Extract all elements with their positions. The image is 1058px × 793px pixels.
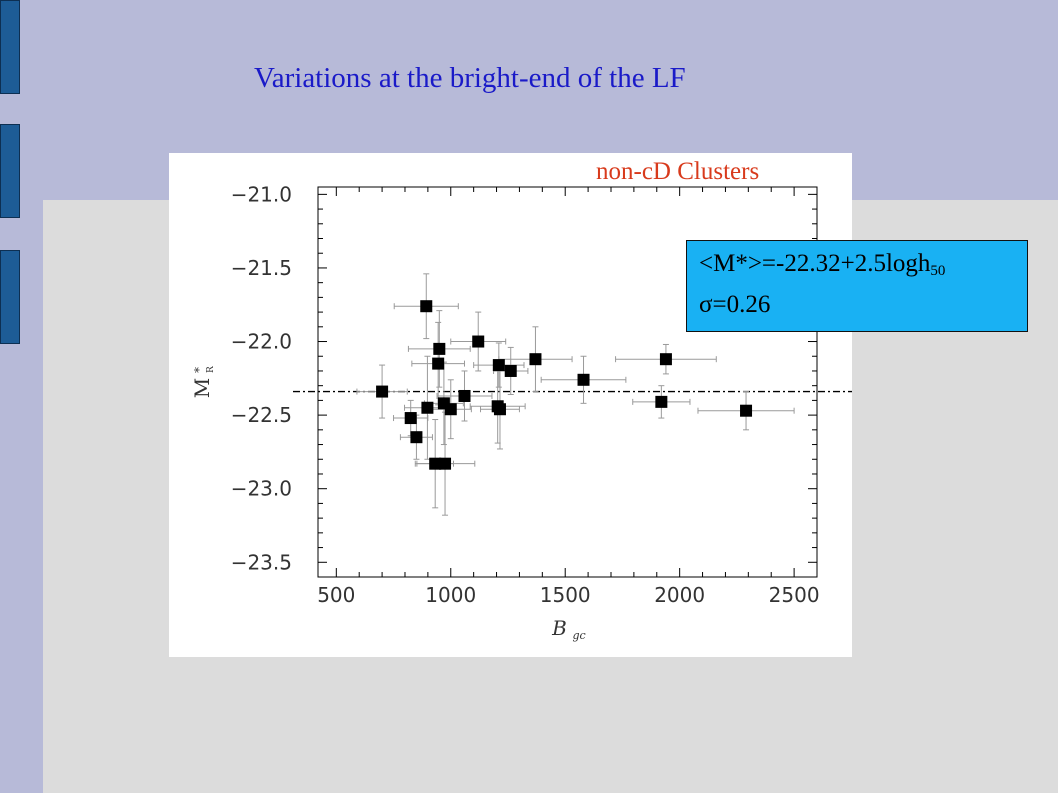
data-point — [439, 457, 452, 470]
y-tick-label: −22.0 — [231, 330, 292, 354]
y-tick-label: −21.5 — [231, 256, 292, 280]
sigma-value: =0.26 — [712, 291, 771, 318]
data-point — [504, 364, 517, 377]
x-tick-label: 2000 — [654, 583, 705, 607]
data-point — [432, 357, 445, 370]
data-point — [577, 373, 590, 386]
formula-sigma: σ=0.26 — [699, 288, 1027, 322]
side-tab-1 — [0, 0, 20, 94]
y-tick-label: −22.5 — [231, 403, 292, 427]
side-tab-3 — [0, 250, 20, 344]
x-axis-label: B — [551, 616, 567, 640]
formula-mean: <M*>=-22.32+2.5logh50 — [699, 247, 1027, 288]
data-point — [404, 412, 417, 425]
data-point — [529, 353, 542, 366]
y-axis-label-sub: R — [206, 366, 216, 373]
data-point — [458, 389, 471, 402]
x-tick-label: 500 — [317, 583, 355, 607]
y-tick-label: −23.0 — [231, 477, 292, 501]
x-tick-label: 1500 — [540, 583, 591, 607]
data-point — [421, 401, 434, 414]
data-point — [659, 353, 672, 366]
formula-main: <M*>=-22.32+2.5logh — [699, 250, 931, 277]
data-point — [493, 403, 506, 416]
y-axis-label: M — [190, 378, 214, 398]
data-point — [429, 457, 442, 470]
data-point — [444, 403, 457, 416]
data-point — [655, 395, 668, 408]
data-point — [740, 404, 753, 417]
data-point — [376, 385, 389, 398]
formula-box: <M*>=-22.32+2.5logh50 σ=0.26 — [686, 240, 1028, 332]
formula-subscript: 50 — [930, 263, 946, 279]
plot-frame — [317, 186, 818, 578]
slide-title: Variations at the bright-end of the LF — [254, 62, 686, 94]
y-tick-label: −21.0 — [231, 182, 292, 206]
data-point — [433, 342, 446, 355]
scatter-figure: 500 1000 1500 2000 2500 −21.0 −21.5 −22.0 −22.5 −… — [169, 153, 852, 657]
x-tick-label: 2500 — [769, 583, 820, 607]
y-axis-label-sup: * — [192, 367, 206, 373]
x-axis-label-sub: gc — [573, 629, 586, 642]
scatter-plot: 500 1000 1500 2000 2500 −21.0 −21.5 −22.0 −22.5 −… — [190, 182, 852, 642]
data-point — [492, 359, 505, 372]
y-tick-label: −23.5 — [231, 550, 292, 574]
chart-annotation: non-cD Clusters — [596, 158, 760, 185]
sigma-symbol: σ — [699, 291, 713, 318]
y-axis-label-group: M * R — [190, 366, 216, 398]
x-tick-label: 1000 — [425, 583, 476, 607]
data-point — [472, 335, 485, 348]
data-point — [410, 431, 423, 444]
data-point — [420, 300, 433, 313]
side-tab-2 — [0, 124, 20, 218]
